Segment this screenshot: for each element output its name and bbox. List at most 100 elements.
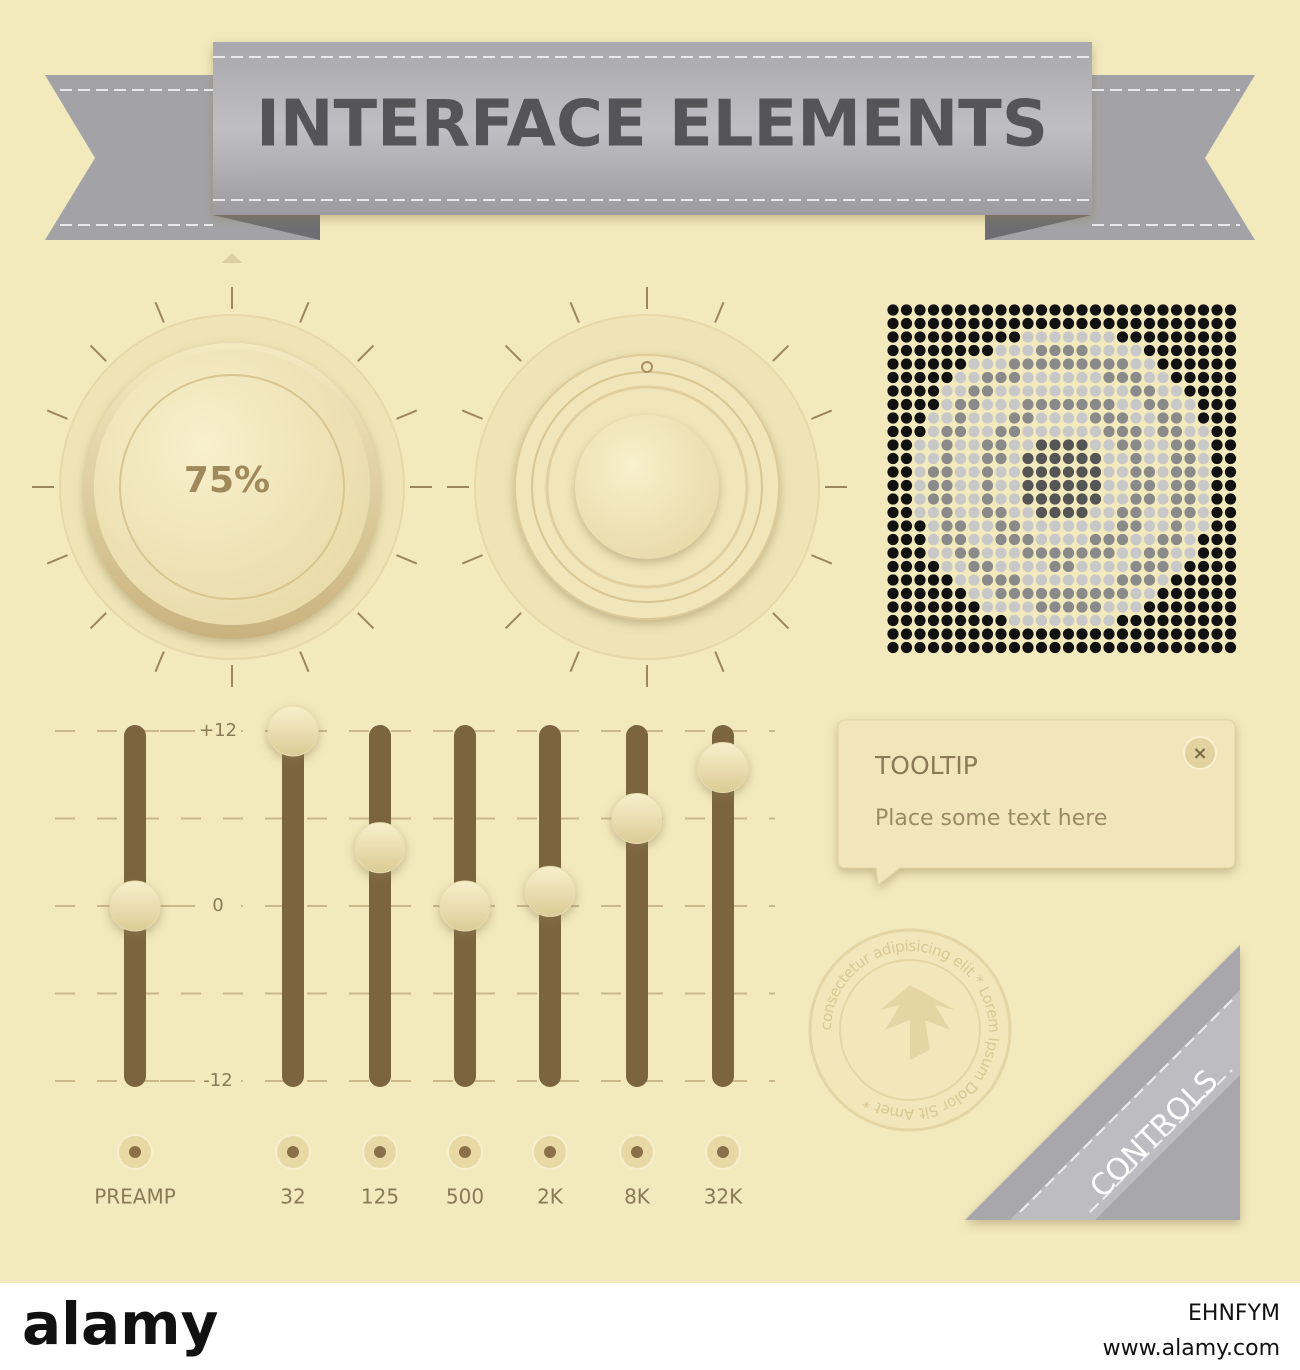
- grille-dot: [927, 479, 940, 492]
- close-button[interactable]: [1183, 736, 1217, 770]
- grille-dot: [1143, 560, 1156, 573]
- grille-dot: [927, 358, 940, 370]
- grille-dot: [981, 385, 994, 397]
- grille-dot: [927, 425, 940, 438]
- grille-dot: [1049, 425, 1061, 438]
- knob-face: [575, 415, 719, 559]
- grille-dot: [1062, 385, 1075, 397]
- slider-led-dot: [631, 1146, 643, 1158]
- grille-dot: [1143, 371, 1156, 384]
- grille-dot: [968, 533, 980, 546]
- grille-dot: [995, 506, 1007, 519]
- grille-dot: [1035, 560, 1048, 573]
- grille-dot: [1089, 506, 1102, 519]
- grille-dot: [995, 466, 1007, 478]
- knob-tick: [569, 301, 580, 323]
- grille-dot: [1116, 317, 1129, 330]
- grille-dot: [1143, 601, 1156, 613]
- slider-knob[interactable]: [697, 741, 749, 793]
- grille-dot: [995, 425, 1007, 438]
- grille-dot: [1089, 479, 1102, 492]
- grille-dot: [1170, 385, 1183, 397]
- grille-dot: [1197, 425, 1210, 438]
- grille-dot: [1089, 533, 1102, 546]
- grille-dot: [1130, 344, 1142, 357]
- grille-dot: [927, 398, 940, 411]
- close-icon[interactable]: ×: [1192, 743, 1207, 764]
- grille-dot: [927, 560, 940, 573]
- grille-dot: [1116, 560, 1129, 573]
- grille-dot: [1008, 344, 1021, 357]
- eq-scale-label: 0: [212, 895, 223, 916]
- grille-dot: [1049, 493, 1061, 505]
- grille-dot: [1197, 466, 1210, 478]
- grille-dot: [1184, 425, 1196, 438]
- grille-dot: [1211, 587, 1223, 600]
- grille-dot: [1184, 560, 1196, 573]
- footer: [0, 1283, 1300, 1370]
- grille-dot: [900, 506, 913, 519]
- slider-knob[interactable]: [109, 880, 161, 932]
- grille-dot: [1197, 587, 1210, 600]
- slider-knob[interactable]: [354, 822, 406, 874]
- grille-dot: [1035, 533, 1048, 546]
- grille-dot: [1076, 439, 1088, 451]
- grille-dot: [1062, 398, 1075, 411]
- grille-dot: [1224, 493, 1237, 505]
- grille-dot: [981, 493, 994, 505]
- grille-dot: [995, 412, 1007, 424]
- knob-ring: [545, 385, 749, 589]
- knob-tick: [299, 651, 310, 673]
- grille-dot: [1224, 425, 1237, 438]
- grille-dot: [1103, 493, 1115, 505]
- grille-dot: [1008, 371, 1021, 384]
- grille-dot: [1116, 506, 1129, 519]
- grille-dot: [887, 587, 899, 600]
- grille-dot: [954, 331, 967, 343]
- grille-dot: [1197, 344, 1210, 357]
- grille-dot: [914, 506, 926, 519]
- grille-dot: [1008, 614, 1021, 627]
- grille-dot: [1224, 371, 1237, 384]
- slider-led-dot: [374, 1146, 386, 1158]
- slider-knob[interactable]: [611, 793, 663, 844]
- knob-tick: [89, 612, 107, 630]
- grille-dot: [1008, 533, 1021, 546]
- grille-dot: [927, 533, 940, 546]
- grille-dot: [1062, 574, 1075, 586]
- seal: [808, 928, 1012, 1132]
- grille-dot: [1184, 439, 1196, 451]
- slider-label: PREAMP: [94, 1185, 176, 1209]
- grille-dot: [1170, 587, 1183, 600]
- grille-dot: [1130, 520, 1142, 532]
- grille-dot: [1008, 304, 1021, 316]
- grille-dot: [1224, 452, 1237, 465]
- grille-dot: [1089, 344, 1102, 357]
- equalizer: +12 0 -12 PREAMP 32 125 500 2K 8K 32K: [55, 705, 775, 1209]
- grille-dot: [900, 344, 913, 357]
- grille-dot: [900, 479, 913, 492]
- grille-dot: [1130, 425, 1142, 438]
- grille-dot: [941, 439, 953, 451]
- grille-dot: [1157, 641, 1169, 654]
- grille-dot: [1116, 628, 1129, 640]
- slider-knob[interactable]: [267, 705, 319, 757]
- grille-dot: [914, 601, 926, 613]
- grille-dot: [1076, 574, 1088, 586]
- grille-dot: [1143, 641, 1156, 654]
- grille-dot: [1184, 533, 1196, 546]
- grille-dot: [954, 344, 967, 357]
- slider-knob[interactable]: [439, 880, 491, 932]
- grille-dot: [1197, 331, 1210, 343]
- grille-dot: [1103, 641, 1115, 654]
- grille-dot: [968, 547, 980, 559]
- grille-dot: [1062, 466, 1075, 478]
- grille-dot: [1184, 317, 1196, 330]
- grille-dot: [1197, 412, 1210, 424]
- grille-dot: [1103, 601, 1115, 613]
- grille-dot: [1103, 344, 1115, 357]
- grille-dot: [941, 371, 953, 384]
- grille-dot: [954, 425, 967, 438]
- grille-dot: [1184, 628, 1196, 640]
- slider-knob[interactable]: [524, 865, 576, 917]
